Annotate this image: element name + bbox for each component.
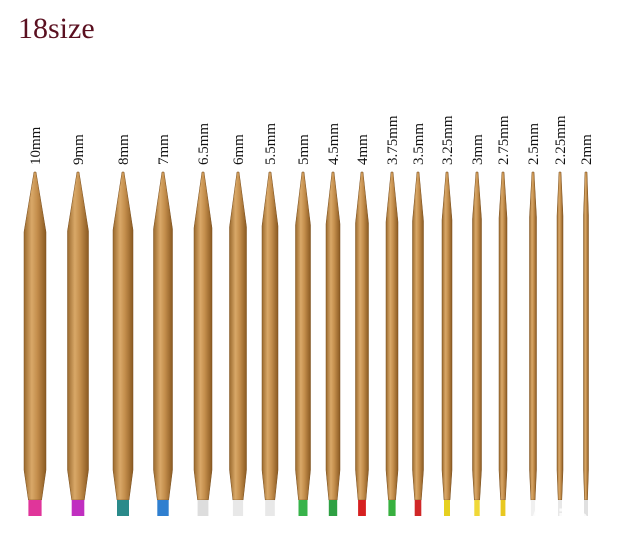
needle-label: 2.25mm: [553, 115, 569, 165]
needle-tip: [474, 500, 480, 516]
needle-label: 4mm: [355, 134, 371, 165]
needle-label: 10mm: [28, 126, 44, 165]
needle: [583, 171, 589, 501]
needle: [112, 171, 134, 501]
needle: [153, 171, 173, 501]
needle: [472, 171, 482, 501]
needle-tip: [500, 500, 506, 516]
needle: [193, 171, 213, 501]
needle-label: 2mm: [579, 134, 595, 165]
needle-tip: [265, 500, 275, 516]
needle-label: 2.5mm: [526, 123, 542, 165]
needle-tip: [232, 500, 244, 516]
needle: [412, 171, 424, 501]
needle-tip: [388, 500, 396, 516]
title: 18size: [18, 12, 95, 45]
needle-label: 8mm: [116, 134, 132, 165]
needle-tip: [530, 500, 536, 516]
needle-label: 3.5mm: [411, 123, 427, 165]
needle-label: 6.5mm: [196, 123, 212, 165]
needle-label: 5mm: [296, 134, 312, 165]
needle-label: 5.5mm: [263, 123, 279, 165]
needle: [23, 171, 47, 501]
needle-set: 10mm 9mm 8mm 7mm 6.5mm 6mm 5.5mm 5mm 4.5mm 4mm 3.7…: [23, 115, 595, 516]
needle-tip: [328, 500, 338, 516]
needle: [261, 171, 279, 501]
needle-tip: [157, 500, 169, 516]
needle: [67, 171, 89, 501]
needle: [441, 171, 453, 501]
needle: [529, 171, 537, 501]
needle-label: 3mm: [470, 134, 486, 165]
needle: [355, 171, 369, 501]
needle: [498, 171, 508, 501]
needle-tip: [558, 500, 562, 516]
watermark: Avito: [530, 505, 588, 529]
needle-label: 3.25mm: [440, 115, 456, 165]
needle-tip: [584, 500, 588, 516]
needle-label: 4.5mm: [326, 123, 342, 165]
needle-tip: [28, 500, 42, 516]
needle-label: 2.75mm: [496, 115, 512, 165]
needle-tip: [358, 500, 366, 516]
needle: [229, 171, 247, 501]
needle-label: 9mm: [71, 134, 87, 165]
needle-tip: [414, 500, 422, 516]
needle: [556, 171, 564, 501]
needle-label: 3.75mm: [385, 115, 401, 165]
needle-tip: [444, 500, 450, 516]
needle: [385, 171, 399, 501]
needle-tip: [71, 500, 85, 516]
needle-tip: [197, 500, 209, 516]
needle-tip: [117, 500, 129, 516]
needle-tip: [298, 500, 308, 516]
needle-label: 6mm: [231, 134, 247, 165]
needle: [325, 171, 341, 501]
needle: [295, 171, 311, 501]
needle-label: 7mm: [156, 134, 172, 165]
